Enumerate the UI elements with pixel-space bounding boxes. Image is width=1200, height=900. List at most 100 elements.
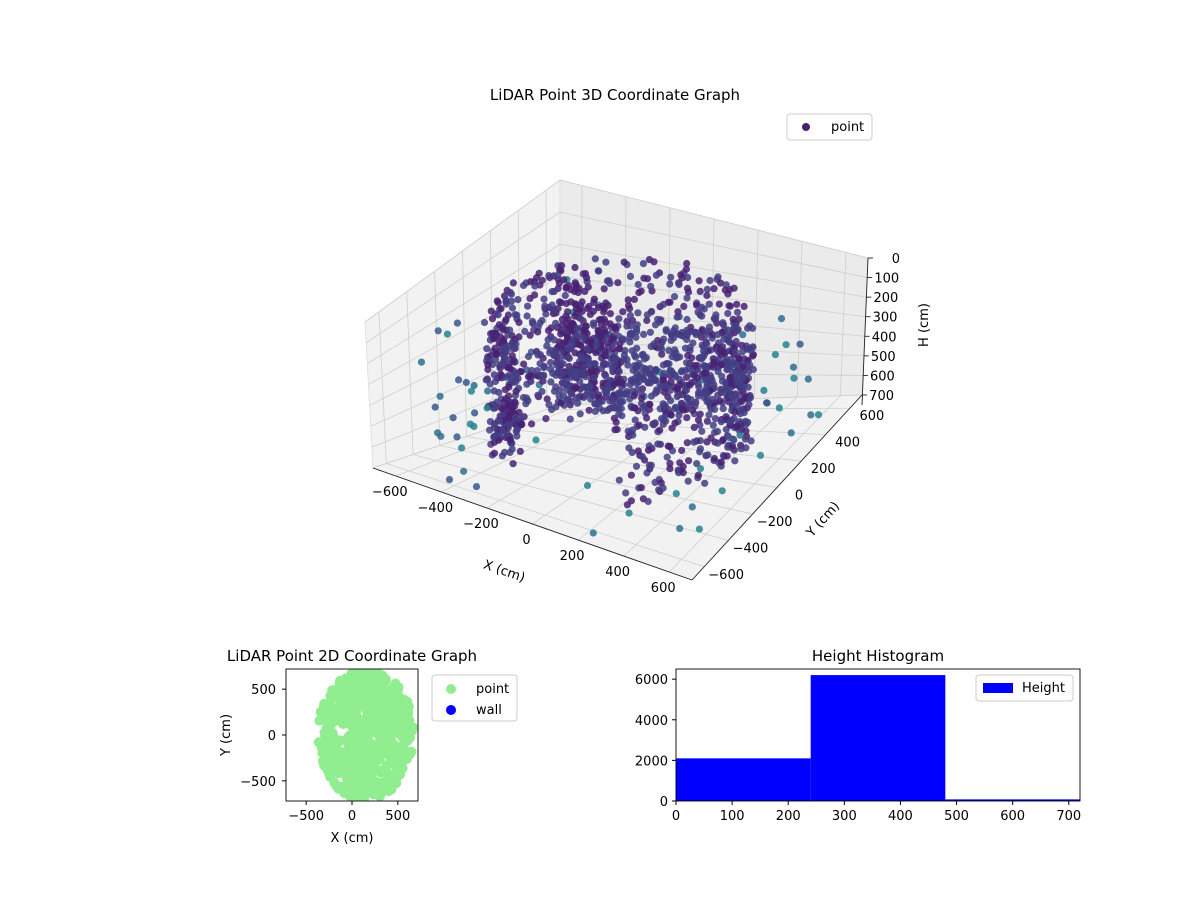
point-2d [345,773,356,784]
point-3d [727,379,735,387]
point-3d [620,258,628,266]
y-tick-label-3d: −400 [733,541,769,556]
point-3d [671,383,679,391]
point-3d [678,404,686,412]
grid-floor-x [668,395,841,573]
x-tick-label-hist: 500 [944,809,969,824]
point-3d [642,365,650,373]
point-3d [718,372,726,380]
point-3d [509,340,517,348]
point-3d [744,324,752,332]
point-3d [490,335,498,343]
point-2d [325,771,336,782]
point-3d [728,441,737,450]
point-3d [509,279,517,287]
point-3d [600,305,609,313]
point-3d [578,307,586,315]
x-tick-label-3d: 200 [560,549,585,564]
point-3d [696,465,705,473]
point-3d [739,363,747,371]
point-3d [606,279,614,287]
legend-3d-label: point [831,120,864,135]
point-3d [735,315,743,323]
point-3d [760,386,768,394]
point-3d [591,360,599,368]
point-3d [638,351,646,359]
point-3d [581,287,589,295]
point-3d [484,361,492,369]
x-tick-label-hist: 300 [832,809,857,824]
point-3d [719,405,727,413]
point-3d [807,411,815,419]
y-tick-label-hist: 0 [660,795,668,810]
point-3d [524,397,532,405]
point-3d [497,305,505,313]
grid-height [367,243,867,365]
point-3d [630,351,639,359]
point-3d [498,405,506,413]
point-3d [777,315,786,323]
point-3d [705,411,713,419]
y-tick-label-3d: −600 [708,568,744,583]
point-3d [633,379,641,388]
point-3d [631,416,639,424]
point-3d [578,298,586,306]
point-3d [602,372,610,380]
point-3d [595,316,603,324]
point-2d [331,761,342,772]
point-3d [706,276,714,285]
y-axis-label-3d: Y (cm) [803,499,843,541]
legend-hist-box [975,674,1074,702]
point-3d [493,398,501,406]
point-2d [376,675,386,686]
point-3d [629,366,637,374]
legend-2d-label-wall: wall [476,703,502,718]
legend-2d: point wall [431,674,518,722]
y-tick-label-3d: 600 [859,409,884,424]
point-3d [717,279,725,287]
x-axis-label-2d: X (cm) [331,831,374,846]
point-3d [775,404,783,412]
point-3d [507,290,515,298]
point-3d [557,330,565,338]
point-3d [540,364,548,372]
point-3d [742,427,750,435]
x-tick-label-2d: 0 [348,809,356,824]
point-3d [482,376,490,384]
point-3d [804,375,812,383]
point-3d [513,426,521,434]
point-3d [634,280,642,289]
point-3d [480,318,489,327]
point-2d [325,690,336,701]
z-axis-label-3d: H (cm) [917,303,932,347]
point-3d [644,497,652,506]
z-tick-label-3d: 200 [873,291,898,306]
point-3d [714,439,722,447]
point-3d [718,487,726,495]
point-2d [391,687,402,698]
y-tick-label-2d: 0 [268,729,276,744]
point-3d [614,279,622,287]
point-3d [531,282,539,290]
point-3d [504,430,512,438]
x-axis-label-3d: X (cm) [481,558,527,586]
point-3d [742,420,750,428]
point-2d [317,743,327,754]
point-3d [625,444,633,452]
point-3d [493,350,501,358]
point-3d [573,324,581,332]
point-3d [684,394,692,402]
point-3d [749,324,757,332]
point-3d [625,302,633,310]
point-3d [564,324,572,332]
point-3d [589,529,597,537]
point-3d [585,358,593,366]
point-3d [499,337,507,345]
point-3d [550,307,558,315]
point-3d [725,386,733,394]
point-3d [716,397,724,405]
z-tick-label-3d: 0 [892,252,900,267]
point-3d [498,426,506,434]
point-3d [591,255,599,263]
point-3d [613,399,621,407]
